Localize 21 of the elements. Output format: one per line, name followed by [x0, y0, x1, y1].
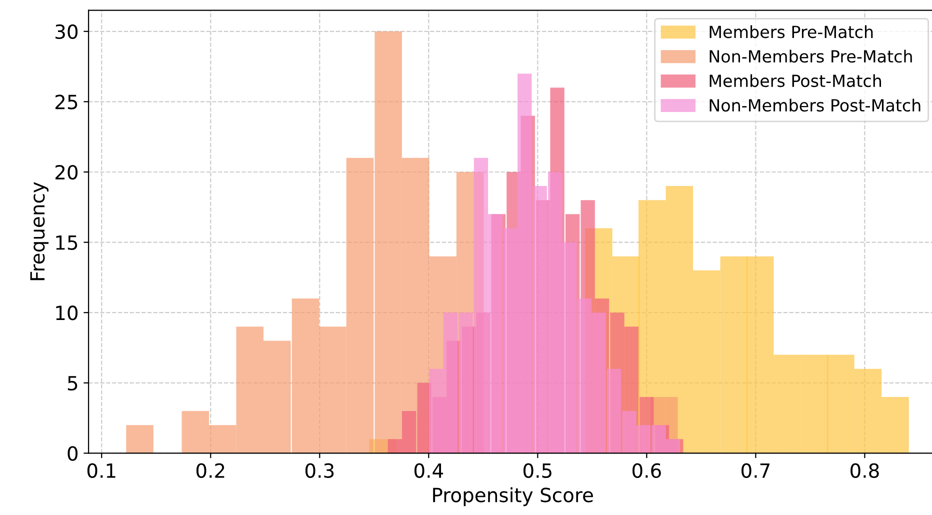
y-axis-title: Frequency [30, 182, 49, 280]
x-tick-label: 0.5 [523, 463, 552, 478]
x-tick-label: 0.3 [305, 463, 334, 478]
x-tick-label: 0.4 [414, 463, 444, 478]
legend-label: Members Post-Match [710, 74, 882, 88]
y-tick-label: 0 [68, 446, 78, 461]
y-tick-label: 20 [56, 164, 78, 180]
y-tick-label: 5 [68, 376, 78, 391]
legend-label: Non-Members Pre-Match [710, 50, 912, 63]
x-tick-label: 0.1 [87, 463, 116, 478]
y-tick-label: 30 [56, 24, 78, 40]
x-tick-label: 0.7 [742, 463, 770, 478]
y-tick-label: 10 [56, 306, 78, 320]
y-tick-label: 15 [56, 236, 78, 250]
x-tick-label: 0.2 [196, 463, 224, 478]
x-tick-label: 0.8 [850, 463, 879, 478]
y-tick-label: 25 [56, 94, 78, 110]
legend-label: Non-Members Post-Match [710, 98, 920, 112]
x-axis-title: Propensity Score [433, 487, 593, 506]
legend-label: Members Pre-Match [710, 25, 873, 38]
x-tick-label: 0.6 [632, 463, 661, 478]
